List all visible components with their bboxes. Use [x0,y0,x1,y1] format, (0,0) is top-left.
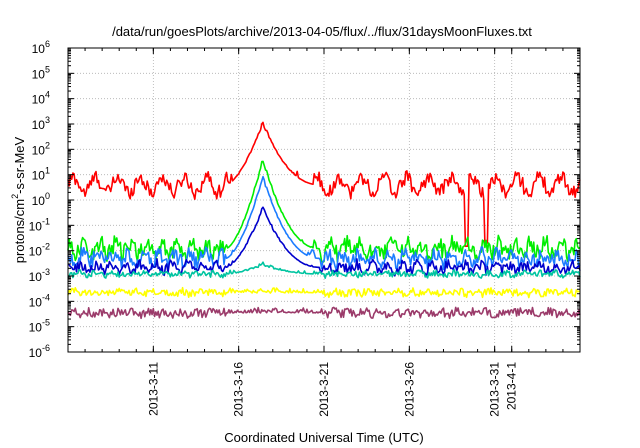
y-tick-label: 105 [32,64,50,81]
y-tick-label: 100 [32,191,50,208]
y-axis-label: protons/cm2-s-sr-MeV [10,136,27,263]
series-line [67,306,581,320]
axes: 10-6 10-5 10-4 10-3 10-2 10-1 100 101 102 103 104 1… [29,39,581,417]
y-tick-label: 10-5 [29,318,50,335]
x-tick-label: 2013-3-31 [488,362,502,417]
y-tick-label: 10-3 [29,267,50,284]
x-tick-label: 2013-3-16 [232,362,246,417]
y-tick-label: 106 [32,39,50,56]
series-group [67,121,581,320]
x-axis-label: Coordinated Universal Time (UTC) [224,430,423,445]
grid [68,48,580,352]
y-tick-label: 10-6 [29,343,50,360]
y-tick-label: 10-4 [29,292,50,309]
chart-title: /data/run/goesPlots/archive/2013-04-05/f… [112,24,532,39]
x-tick-label: 2013-3-26 [402,362,416,417]
x-tick-label: 2013-3-11 [146,362,160,416]
y-tick-label: 103 [32,115,50,132]
series-line [67,261,581,280]
y-tick-label: 102 [32,140,50,157]
y-tick-label: 104 [32,90,50,107]
x-tick-label: 2013-4-1 [505,362,519,410]
x-tick-label: 2013-3-21 [317,362,331,417]
series-line [67,286,581,299]
y-tick-label: 10-2 [29,242,50,259]
series-line [67,206,581,277]
y-tick-label: 101 [32,166,50,183]
y-tick-label: 10-1 [29,216,50,233]
series-line [67,121,581,247]
series-line [67,160,581,264]
